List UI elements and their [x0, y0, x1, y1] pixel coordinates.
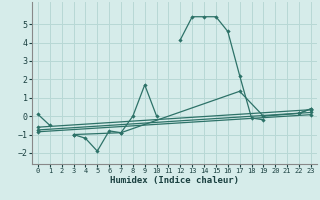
X-axis label: Humidex (Indice chaleur): Humidex (Indice chaleur) — [110, 176, 239, 185]
